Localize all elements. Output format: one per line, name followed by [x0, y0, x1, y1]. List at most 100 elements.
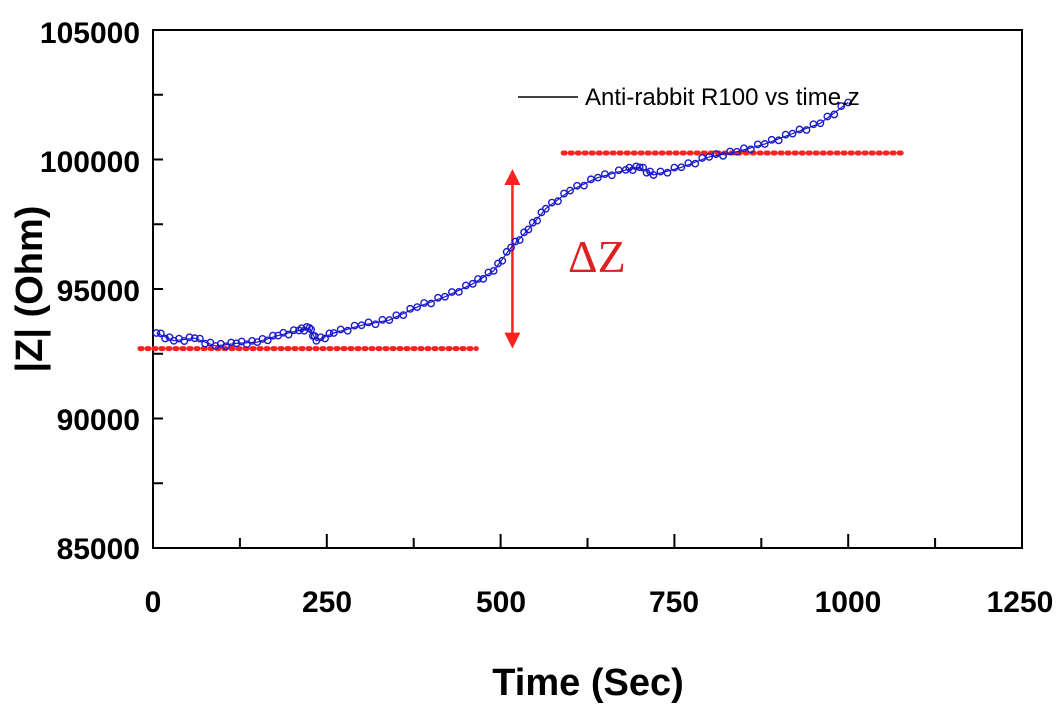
y-tick-labels: 85000 90000 95000 100000 105000 — [40, 17, 140, 566]
data-point-interp — [371, 320, 380, 329]
legend: Anti-rabbit R100 vs time.z — [518, 84, 860, 111]
data-point-interp — [484, 268, 493, 277]
data-point-interp — [663, 168, 672, 177]
data-point — [152, 329, 161, 337]
data-point — [705, 153, 714, 161]
data-point-interp — [156, 329, 165, 338]
data-point-interp — [614, 166, 623, 175]
x-tick-label: 250 — [302, 586, 352, 619]
data-point-interp — [427, 299, 435, 308]
delta-z-label: ΔZ — [568, 231, 626, 282]
data-point — [594, 173, 602, 182]
y-tick-label: 90000 — [57, 404, 140, 437]
data-point-interp — [691, 159, 700, 168]
data-point-interp — [461, 281, 470, 290]
data-point-interp — [554, 197, 562, 206]
data-point-interp — [321, 334, 329, 343]
data-point — [329, 329, 338, 337]
series-line — [156, 102, 849, 347]
data-point-interp — [587, 175, 595, 184]
data-point-interp — [248, 336, 256, 345]
data-point-interp — [284, 330, 293, 339]
data-point-interp — [746, 145, 755, 154]
data-point — [190, 334, 199, 343]
data-point-interp — [161, 334, 170, 343]
data-point-interp — [269, 331, 277, 340]
data-point-interp — [823, 112, 832, 121]
x-tick-label: 750 — [649, 586, 699, 619]
data-point — [441, 292, 449, 301]
legend-label: Anti-rabbit R100 vs time.z — [585, 84, 860, 111]
data-point — [357, 321, 366, 330]
data-point-interp — [434, 293, 442, 302]
data-point-interp — [712, 150, 721, 158]
data-point — [541, 204, 550, 213]
data-point-interp — [670, 163, 679, 172]
data-point-interp — [698, 154, 707, 162]
data-point — [760, 140, 769, 148]
x-axis-title: Time (Sec) — [492, 662, 683, 704]
data-point — [649, 171, 658, 179]
data-point-interp — [511, 237, 520, 246]
data-point — [305, 323, 314, 332]
data-point-interp — [802, 126, 811, 134]
reference-lines — [137, 150, 907, 352]
data-point-interp — [684, 159, 693, 168]
y-tick-label: 100000 — [40, 146, 140, 179]
data-point — [489, 266, 498, 275]
data-point-interp — [227, 338, 236, 347]
data-point-interp — [767, 135, 776, 144]
data-point-interp — [600, 170, 609, 179]
data-point-interp — [774, 136, 783, 145]
data-point-interp — [185, 333, 194, 342]
data-point-interp — [837, 102, 846, 111]
data-point-interp — [206, 338, 215, 347]
x-tick-label: 1000 — [815, 586, 882, 619]
delta-arrow-head-top — [504, 169, 521, 186]
data-point-interp — [289, 326, 298, 335]
data-point-interp — [258, 335, 267, 343]
data-point-interp — [719, 151, 727, 160]
data-point-interp — [336, 325, 345, 334]
data-point-interp — [325, 329, 334, 338]
x-tick-label: 1250 — [987, 586, 1054, 619]
data-point — [524, 225, 533, 234]
y-axis-title: |Z| (Ohm) — [9, 206, 51, 373]
data-point-interp — [781, 130, 790, 139]
delta-arrow-head-bottom — [504, 332, 521, 349]
data-point-interp — [580, 181, 588, 190]
data-point-interp — [498, 256, 507, 265]
data-point-interp — [795, 125, 804, 134]
data-point-interp — [406, 304, 415, 313]
data-point-interp — [642, 168, 651, 177]
data-point — [507, 243, 515, 252]
data-point-interp — [740, 144, 748, 153]
data-point-interp — [399, 311, 408, 320]
data-point-interp — [533, 216, 541, 225]
data-point-interp — [502, 247, 511, 256]
data-point-interp — [201, 339, 210, 348]
axis-ticks — [152, 29, 1023, 549]
data-point-interp — [515, 236, 524, 244]
y-tick-label: 105000 — [40, 17, 140, 50]
data-point-interp — [222, 342, 230, 351]
data-point — [844, 98, 853, 107]
data-point — [566, 186, 575, 195]
data-point-interp — [656, 167, 665, 176]
data-point-interp — [632, 162, 641, 171]
data-point — [385, 316, 394, 324]
data-point-interp — [639, 163, 648, 172]
data-point — [468, 279, 477, 288]
x-tick-label: 500 — [476, 586, 526, 619]
data-point-interp — [528, 218, 537, 227]
data-series — [152, 98, 853, 351]
data-point — [677, 163, 686, 172]
data-point-interp — [180, 337, 189, 345]
data-point-interp — [753, 140, 762, 149]
data-point-interp — [560, 189, 568, 198]
x-tick-label: 0 — [145, 586, 162, 619]
data-point-interp — [242, 340, 251, 349]
data-point-interp — [479, 274, 488, 283]
data-point-interp — [263, 336, 272, 345]
